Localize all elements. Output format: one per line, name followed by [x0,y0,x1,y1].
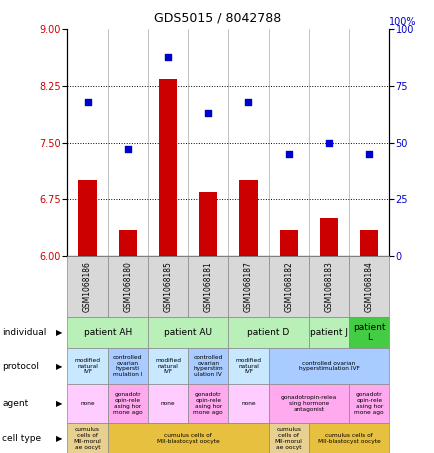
Text: GDS5015 / 8042788: GDS5015 / 8042788 [154,11,280,24]
Text: patient AU: patient AU [164,328,212,337]
Text: ▶: ▶ [56,434,62,443]
Text: cumulus
cells of
MII-morul
ae oocyt: cumulus cells of MII-morul ae oocyt [73,427,101,450]
Point [285,150,292,158]
Text: ▶: ▶ [56,361,62,371]
Bar [199,192,217,256]
Text: ▶: ▶ [56,328,62,337]
Text: none: none [240,401,255,406]
Bar [279,230,297,256]
Text: GSM1068186: GSM1068186 [83,261,92,312]
Text: gonadotropin-relea
sing hormone
antagonist: gonadotropin-relea sing hormone antagoni… [280,395,336,412]
Point [204,110,211,117]
Point [164,53,171,60]
Bar [319,218,337,256]
Text: gonadotr
opin-rele
asing hor
mone ago: gonadotr opin-rele asing hor mone ago [113,392,142,414]
Text: GSM1068180: GSM1068180 [123,261,132,312]
Point [84,98,91,106]
Text: agent: agent [2,399,28,408]
Bar [359,230,378,256]
Text: modified
natural
IVF: modified natural IVF [155,358,181,374]
Text: cumulus cells of
MII-blastocyst oocyte: cumulus cells of MII-blastocyst oocyte [317,433,380,444]
Text: ▶: ▶ [56,399,62,408]
Text: none: none [80,401,95,406]
Text: none: none [160,401,175,406]
Text: patient J: patient J [309,328,347,337]
Text: protocol: protocol [2,361,39,371]
Text: GSM1068183: GSM1068183 [324,261,333,312]
Point [244,98,251,106]
Point [325,139,332,146]
Point [124,146,131,153]
Text: 100%: 100% [388,17,416,27]
Text: GSM1068184: GSM1068184 [364,261,373,312]
Bar [239,180,257,256]
Point [365,150,372,158]
Text: GSM1068185: GSM1068185 [163,261,172,312]
Text: cell type: cell type [2,434,41,443]
Text: patient AH: patient AH [83,328,132,337]
Text: GSM1068187: GSM1068187 [243,261,253,312]
Bar [118,230,137,256]
Text: gonadotr
opin-rele
asing hor
mone ago: gonadotr opin-rele asing hor mone ago [354,392,383,414]
Text: cumulus cells of
MII-blastocyst oocyte: cumulus cells of MII-blastocyst oocyte [156,433,219,444]
Text: modified
natural
IVF: modified natural IVF [235,358,261,374]
Text: GSM1068181: GSM1068181 [203,261,212,312]
Text: gonadotr
opin-rele
asing hor
mone ago: gonadotr opin-rele asing hor mone ago [193,392,223,414]
Text: individual: individual [2,328,46,337]
Text: controlled
ovarian
hyperstim
ulation IV: controlled ovarian hyperstim ulation IV [193,355,223,377]
Text: cumulus
cells of
MII-morul
ae oocyt: cumulus cells of MII-morul ae oocyt [274,427,302,450]
Text: modified
natural
IVF: modified natural IVF [74,358,100,374]
Bar [78,180,96,256]
Text: controlled ovarian
hyperstimulation IVF: controlled ovarian hyperstimulation IVF [298,361,358,371]
Text: patient D: patient D [247,328,289,337]
Bar [158,78,177,256]
Text: controlled
ovarian
hypersti
mulation I: controlled ovarian hypersti mulation I [113,355,142,377]
Text: GSM1068182: GSM1068182 [283,261,293,312]
Text: patient
L: patient L [352,323,385,342]
